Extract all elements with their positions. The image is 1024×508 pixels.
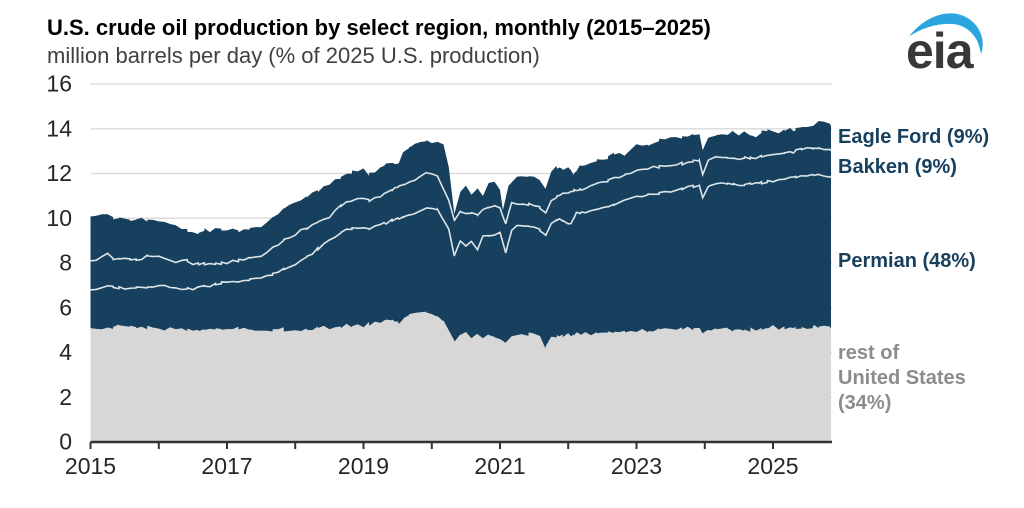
- svg-text:8: 8: [59, 250, 72, 276]
- svg-text:2017: 2017: [201, 453, 252, 479]
- svg-text:2025: 2025: [747, 453, 798, 479]
- svg-text:rest of: rest of: [838, 342, 899, 364]
- svg-text:12: 12: [46, 160, 72, 186]
- svg-text:4: 4: [59, 339, 72, 365]
- svg-text:2019: 2019: [338, 453, 389, 479]
- svg-text:6: 6: [59, 294, 72, 320]
- svg-text:million barrels per day (% of: million barrels per day (% of 2025 U.S. …: [47, 43, 540, 68]
- svg-text:2015: 2015: [65, 453, 116, 479]
- svg-text:16: 16: [46, 71, 72, 97]
- svg-text:2: 2: [59, 384, 72, 410]
- svg-text:0: 0: [59, 429, 72, 455]
- svg-text:eia: eia: [906, 23, 975, 79]
- svg-text:Bakken (9%): Bakken (9%): [838, 156, 957, 178]
- svg-text:Permian (48%): Permian (48%): [838, 250, 976, 272]
- svg-text:U.S. crude oil production by s: U.S. crude oil production by select regi…: [47, 15, 711, 40]
- svg-text:United States: United States: [838, 367, 966, 389]
- svg-text:Eagle Ford (9%): Eagle Ford (9%): [838, 126, 989, 148]
- svg-text:14: 14: [46, 115, 72, 141]
- svg-text:2021: 2021: [474, 453, 525, 479]
- svg-text:10: 10: [46, 205, 72, 231]
- svg-text:2023: 2023: [611, 453, 662, 479]
- svg-text:(34%): (34%): [838, 392, 891, 414]
